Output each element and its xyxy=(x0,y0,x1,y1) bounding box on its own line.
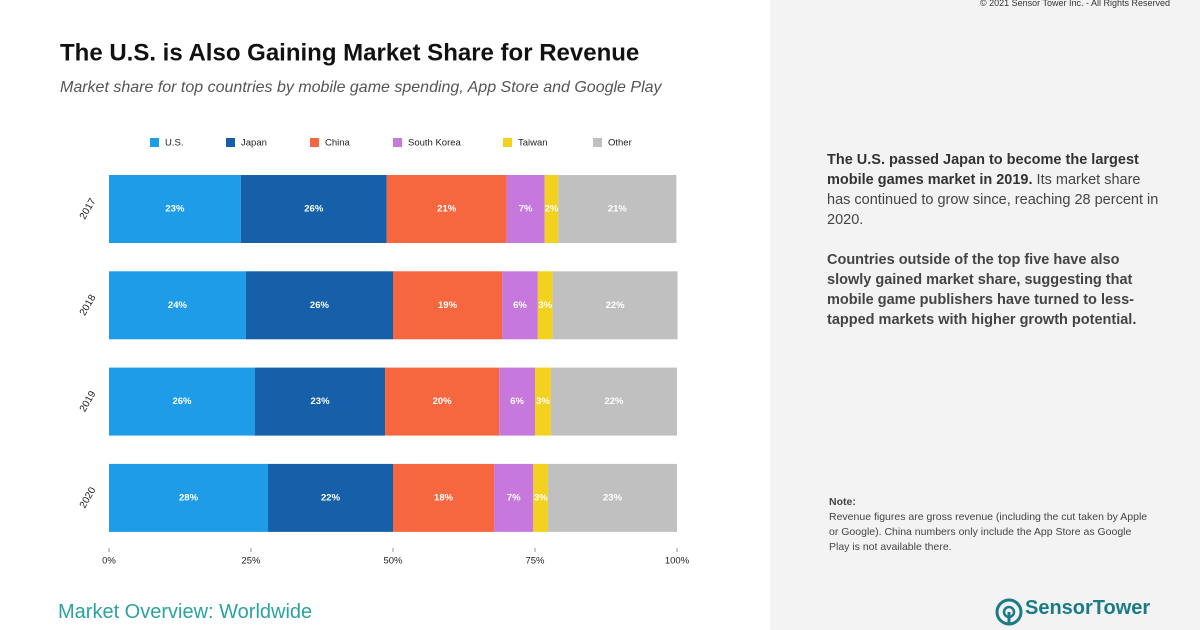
bar-segment xyxy=(535,367,551,436)
bar-segment xyxy=(506,175,545,243)
data-label: 22% xyxy=(606,300,626,311)
data-label: 26% xyxy=(310,300,330,311)
bar-segment xyxy=(550,367,677,436)
chart-title: The U.S. is Also Gaining Market Share fo… xyxy=(60,39,639,66)
chart-subtitle: Market share for top countries by mobile… xyxy=(60,79,663,96)
bar-segment xyxy=(544,175,559,243)
bold-text: The U.S. passed Japan to become the larg… xyxy=(827,152,1139,188)
chart: The U.S. is Also Gaining Market Share fo… xyxy=(60,39,690,567)
paragraph: The U.S. passed Japan to become the larg… xyxy=(827,150,1162,230)
data-label: 6% xyxy=(513,300,527,311)
legend-label: China xyxy=(325,138,351,149)
data-label: 6% xyxy=(510,396,524,407)
legend-label: Other xyxy=(608,138,632,149)
bar-segment xyxy=(109,463,269,532)
y-tick-label: 2019 xyxy=(78,389,99,414)
note-text: Revenue figures are gross revenue (inclu… xyxy=(829,511,1148,553)
bar-segment xyxy=(268,463,393,532)
data-label: 18% xyxy=(434,492,454,503)
data-label: 26% xyxy=(304,204,324,215)
bar-segment xyxy=(386,175,507,243)
footer: Market Overview: Worldwide xyxy=(58,601,313,623)
note-title: Note: xyxy=(829,496,856,508)
legend-swatch xyxy=(503,138,512,147)
y-tick-label: 2020 xyxy=(78,485,99,510)
logo-icon xyxy=(995,598,1023,626)
bar-segment xyxy=(240,175,387,243)
bar-segment xyxy=(494,463,534,532)
x-tick-label: 75% xyxy=(525,556,545,567)
data-label: 28% xyxy=(179,492,199,503)
legend-label: South Korea xyxy=(408,138,462,149)
data-label: 3% xyxy=(534,492,548,503)
legend-label: Taiwan xyxy=(518,138,548,149)
data-label: 20% xyxy=(433,396,453,407)
bar-segment xyxy=(499,367,535,436)
data-label: 26% xyxy=(172,396,192,407)
data-label: 21% xyxy=(437,204,457,215)
data-label: 22% xyxy=(604,396,624,407)
sidebar: © 2021 Sensor Tower Inc. - All Rights Re… xyxy=(770,0,1200,630)
data-label: 23% xyxy=(311,396,331,407)
bar-segment xyxy=(385,367,500,436)
bar-segment xyxy=(502,271,538,340)
y-tick-label: 2017 xyxy=(78,196,99,221)
data-label: 7% xyxy=(507,492,521,503)
bar-segment xyxy=(548,463,677,532)
bar-segment xyxy=(533,463,549,532)
data-label: 7% xyxy=(519,204,533,215)
text: Its market share has continued to grow s… xyxy=(827,172,1159,228)
legend-swatch xyxy=(150,138,159,147)
bar-segment xyxy=(537,271,553,340)
copyright: © 2021 Sensor Tower Inc. - All Rights Re… xyxy=(979,0,1170,8)
bar-segment xyxy=(245,271,393,340)
bar-segment xyxy=(558,175,677,243)
data-label: 3% xyxy=(536,396,550,407)
bar-segment xyxy=(393,271,503,340)
legend-swatch xyxy=(310,138,319,147)
data-label: 3% xyxy=(538,300,552,311)
bar-segment xyxy=(109,367,255,436)
logo: SensorTower xyxy=(1025,597,1151,619)
bar-segment xyxy=(109,271,246,340)
legend-swatch xyxy=(226,138,235,147)
x-tick-label: 25% xyxy=(241,556,261,567)
data-label: 2% xyxy=(545,204,559,215)
legend-swatch xyxy=(593,138,602,147)
data-label: 23% xyxy=(165,204,185,215)
paragraph: Countries outside of the top five have a… xyxy=(827,252,1137,328)
data-label: 21% xyxy=(608,204,628,215)
legend-label: Japan xyxy=(241,138,267,149)
data-label: 23% xyxy=(603,492,623,503)
bar-segment xyxy=(393,463,495,532)
bar-segment xyxy=(109,175,241,243)
note: Note: Revenue figures are gross revenue (… xyxy=(829,495,1149,555)
data-label: 24% xyxy=(168,300,188,311)
legend-swatch xyxy=(393,138,402,147)
data-label: 22% xyxy=(321,492,341,503)
bar-segment xyxy=(552,271,678,340)
x-tick-label: 50% xyxy=(383,556,403,567)
legend-label: U.S. xyxy=(165,138,183,149)
y-tick-label: 2018 xyxy=(78,293,99,318)
data-label: 19% xyxy=(438,300,458,311)
x-tick-label: 0% xyxy=(102,556,116,567)
x-tick-label: 100% xyxy=(665,556,690,567)
bar-segment xyxy=(254,367,386,436)
